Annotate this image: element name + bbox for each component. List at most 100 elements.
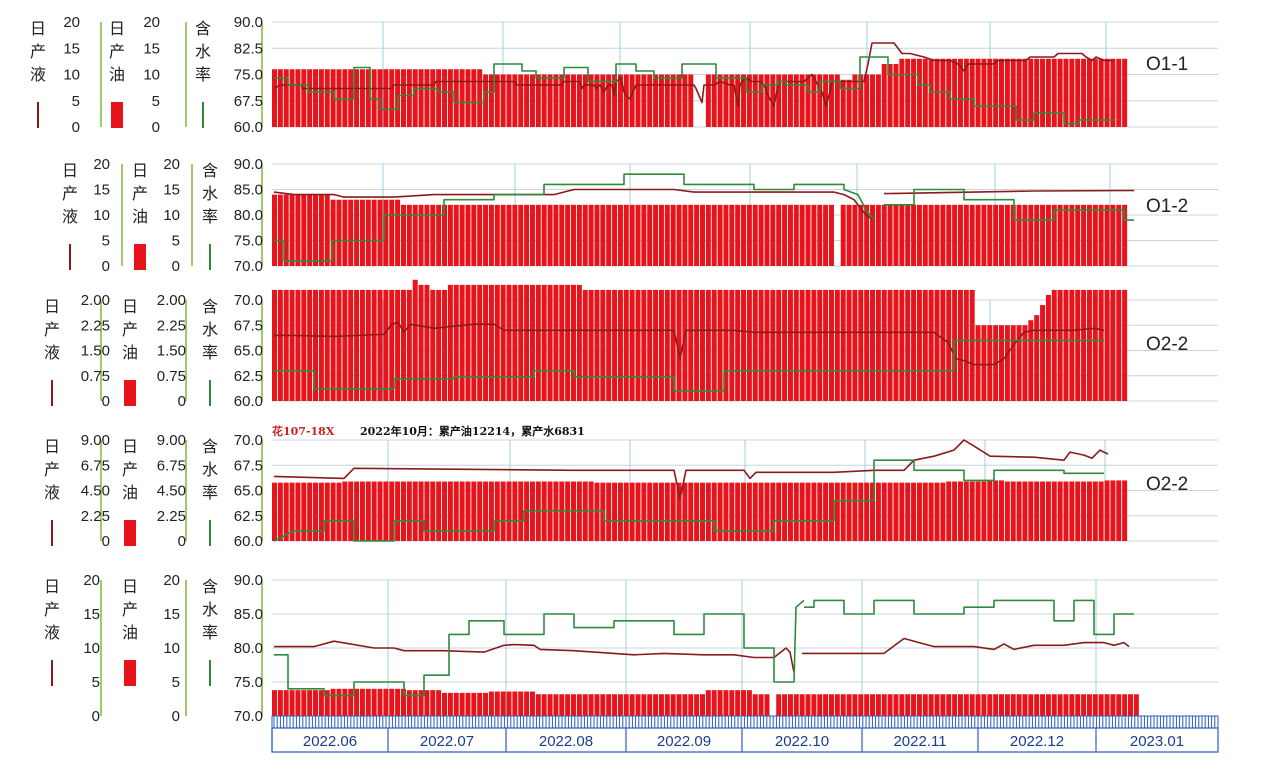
- oil-bar: [518, 284, 524, 401]
- oil-bar: [752, 694, 758, 716]
- oil-bar: [295, 482, 301, 541]
- oil-tick-label: 1.50: [157, 343, 186, 360]
- month-label: 2022.11: [893, 733, 946, 750]
- oil-bar: [940, 58, 946, 127]
- oil-bar: [653, 694, 659, 716]
- oil-bar: [1022, 694, 1028, 716]
- oil-bar: [623, 482, 629, 541]
- oil-bar: [488, 74, 494, 127]
- oil-bar: [594, 694, 600, 716]
- water-legend-label: 含: [202, 577, 218, 596]
- oil-bar: [606, 204, 612, 266]
- oil-tick-label: 15: [163, 182, 180, 199]
- oil-tick-label: 0: [152, 119, 160, 136]
- oil-bar: [365, 289, 371, 401]
- oil-bar: [430, 204, 436, 266]
- oil-bar: [459, 204, 465, 266]
- oil-bar: [606, 694, 612, 716]
- oil-bar: [688, 482, 694, 541]
- oil-bar: [406, 690, 412, 716]
- oil-bar: [383, 289, 389, 401]
- oil-bar: [1051, 204, 1057, 266]
- oil-bar: [424, 284, 430, 401]
- oil-legend-label: 日: [132, 161, 148, 180]
- oil-bar: [576, 204, 582, 266]
- oil-bar: [442, 289, 448, 401]
- oil-bar: [447, 204, 453, 266]
- oil-bar: [272, 690, 277, 716]
- oil-bar: [1028, 481, 1034, 541]
- oil-bar: [547, 74, 553, 127]
- oil-bar: [653, 289, 659, 401]
- oil-bar: [354, 69, 360, 127]
- oil-bar: [442, 481, 448, 541]
- oil-bar: [711, 74, 717, 127]
- oil-bar: [406, 481, 412, 541]
- oil-bar: [524, 74, 530, 127]
- oil-bar: [1016, 694, 1022, 716]
- oil-bar: [893, 482, 899, 541]
- oil-bar: [911, 204, 917, 266]
- oil-bar: [922, 204, 928, 266]
- oil-bar: [436, 289, 442, 401]
- oil-bar: [541, 204, 547, 266]
- panel-5: [51, 579, 1218, 717]
- oil-bar: [494, 74, 500, 127]
- liquid-tick-label: 2.25: [81, 508, 110, 525]
- oil-bar: [817, 482, 823, 541]
- oil-bar: [934, 289, 940, 401]
- oil-legend-label: 产: [132, 184, 148, 203]
- month-label: 2022.10: [775, 733, 829, 750]
- oil-bar: [905, 58, 911, 127]
- oil-bar: [787, 482, 793, 541]
- oil-bar: [582, 289, 588, 401]
- oil-tick-label: 10: [143, 67, 160, 84]
- oil-bar: [371, 69, 377, 127]
- well-name: O2-2: [1146, 334, 1188, 355]
- oil-bar: [875, 482, 881, 541]
- oil-bar: [823, 482, 829, 541]
- oil-bar: [899, 204, 905, 266]
- oil-bar: [700, 694, 705, 716]
- oil-bar: [1057, 694, 1063, 716]
- oil-bar: [858, 694, 864, 716]
- oil-bar: [565, 694, 571, 716]
- oil-bar: [524, 204, 530, 266]
- oil-legend-label: 产: [122, 600, 138, 619]
- oil-bar: [705, 690, 711, 716]
- liquid-legend-label: 产: [44, 320, 60, 339]
- oil-bar: [406, 289, 412, 401]
- oil-bar: [365, 688, 371, 716]
- oil-bar: [805, 289, 811, 401]
- liquid-tick-label: 5: [92, 674, 100, 691]
- oil-bar: [588, 74, 594, 127]
- oil-bar: [272, 69, 277, 127]
- oil-bar: [670, 694, 676, 716]
- water-tick-label: 90.0: [234, 572, 263, 589]
- water-legend-label: 水: [202, 184, 218, 203]
- liquid-series-line: [802, 637, 1130, 655]
- oil-bar: [864, 289, 870, 401]
- oil-bar: [811, 74, 817, 127]
- oil-bar: [893, 64, 899, 127]
- oil-bar: [664, 74, 670, 127]
- oil-bar: [1116, 58, 1122, 127]
- oil-bar: [617, 289, 623, 401]
- oil-bar: [1057, 481, 1063, 541]
- oil-legend-label: 产: [122, 460, 138, 479]
- oil-tick-label: 20: [143, 14, 160, 31]
- liquid-tick-label: 0.75: [81, 368, 110, 385]
- oil-bar: [911, 694, 917, 716]
- oil-bar: [957, 481, 963, 541]
- oil-bar: [723, 204, 729, 266]
- oil-bar: [342, 69, 348, 127]
- oil-bar: [893, 289, 899, 401]
- oil-bar: [1010, 58, 1016, 127]
- liquid-tick-label: 0: [102, 533, 110, 550]
- oil-bar: [600, 74, 606, 127]
- oil-bar: [723, 482, 729, 541]
- water-legend-label: 含: [195, 19, 211, 38]
- oil-bar: [1069, 204, 1075, 266]
- oil-bar: [1086, 694, 1092, 716]
- oil-bar: [1010, 325, 1016, 401]
